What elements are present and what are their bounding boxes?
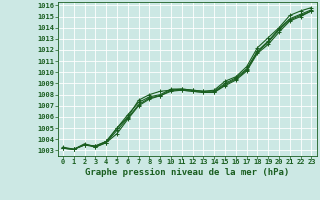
X-axis label: Graphe pression niveau de la mer (hPa): Graphe pression niveau de la mer (hPa) (85, 168, 289, 177)
